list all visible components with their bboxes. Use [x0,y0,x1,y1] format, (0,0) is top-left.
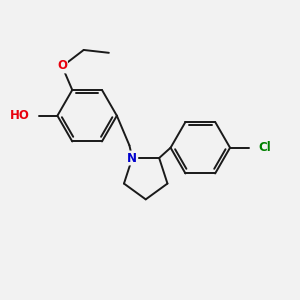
Text: O: O [57,59,67,73]
Text: HO: HO [10,109,30,122]
Text: N: N [127,152,137,164]
Text: Cl: Cl [259,141,272,154]
